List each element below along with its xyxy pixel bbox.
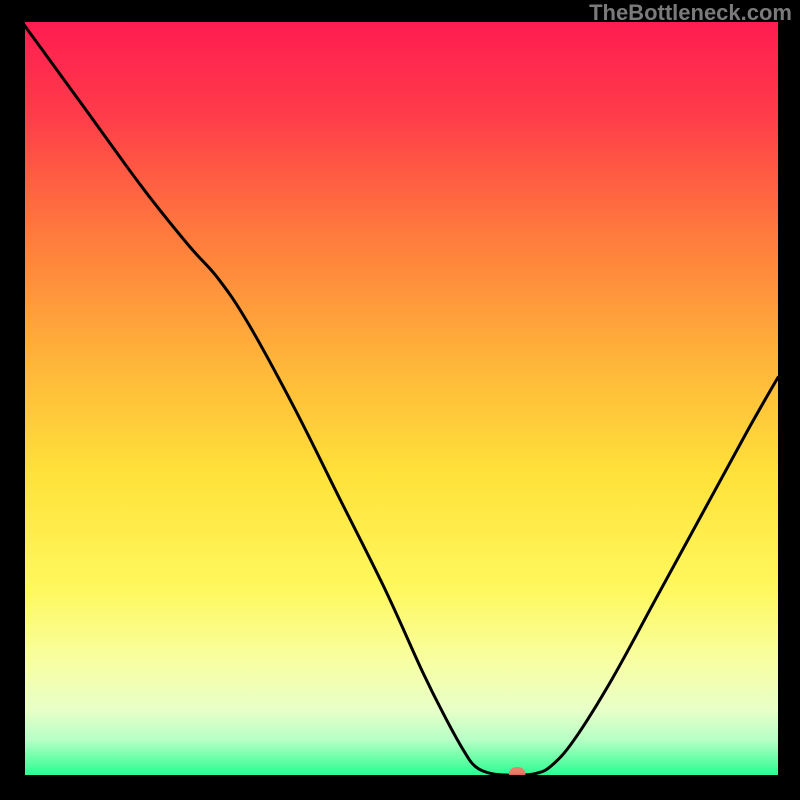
- heat-gradient-background: [22, 22, 778, 778]
- chart-frame: TheBottleneck.com: [0, 0, 800, 800]
- bottleneck-chart: [22, 22, 778, 778]
